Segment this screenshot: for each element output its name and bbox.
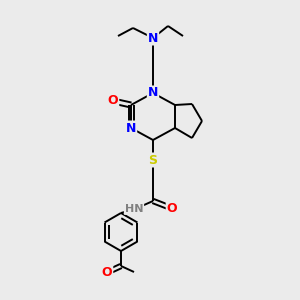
Text: N: N bbox=[148, 86, 158, 100]
Text: N: N bbox=[148, 32, 158, 44]
Text: O: O bbox=[167, 202, 177, 214]
Text: O: O bbox=[102, 266, 112, 278]
Text: S: S bbox=[148, 154, 158, 166]
Text: O: O bbox=[108, 94, 118, 107]
Text: HN: HN bbox=[125, 204, 143, 214]
Text: N: N bbox=[126, 122, 136, 134]
